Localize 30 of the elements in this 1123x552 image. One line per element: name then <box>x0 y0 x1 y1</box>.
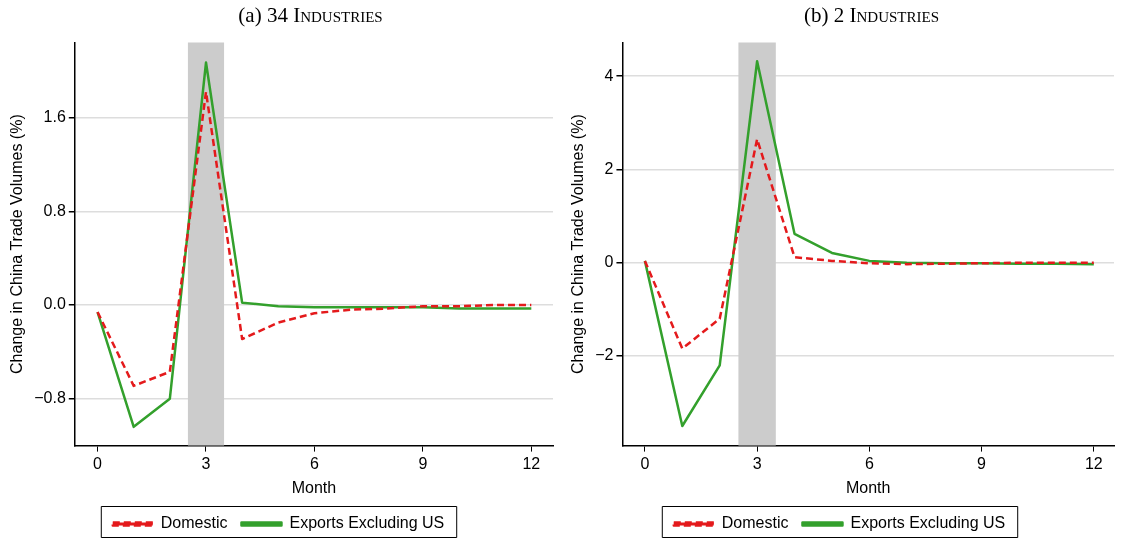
line-series <box>96 90 533 388</box>
x-tick-label: 0 <box>640 454 650 472</box>
x-tick-label: 0 <box>93 454 103 472</box>
legend-label: Domestic <box>721 514 789 532</box>
x-tick-label: 9 <box>977 454 987 472</box>
x-tick-label: 6 <box>864 454 874 472</box>
y-tick-label: 0.8 <box>43 201 66 219</box>
y-tick-label: 4 <box>604 66 614 84</box>
line-series <box>643 137 1096 350</box>
x-axis-title: Month <box>845 478 891 496</box>
y-axis-title: Change in China Trade Volumes (%) <box>569 114 587 374</box>
y-tick-label: 0 <box>604 253 614 271</box>
legend-label: Domestic <box>160 514 228 532</box>
y-tick-label: −0.8 <box>34 389 66 407</box>
legend-label: Exports Excluding US <box>289 514 445 532</box>
y-axis-title: Change in China Trade Volumes (%) <box>8 114 26 374</box>
y-tick-label: −2 <box>595 346 614 364</box>
x-tick-label: 3 <box>201 454 211 472</box>
x-axis-title: Month <box>291 478 337 496</box>
x-tick-label: 6 <box>309 454 319 472</box>
x-tick-label: 12 <box>522 454 541 472</box>
y-tick-label: 0.0 <box>43 295 66 313</box>
y-tick-label: 2 <box>604 159 614 177</box>
x-tick-label: 9 <box>418 454 428 472</box>
legend-label: Exports Excluding US <box>850 514 1006 532</box>
chart-title: (b) 2 Industries <box>803 3 939 27</box>
x-tick-label: 3 <box>752 454 762 472</box>
chart-title: (a) 34 Industries <box>238 3 383 27</box>
x-tick-label: 12 <box>1084 454 1103 472</box>
y-tick-label: 1.6 <box>43 107 66 125</box>
